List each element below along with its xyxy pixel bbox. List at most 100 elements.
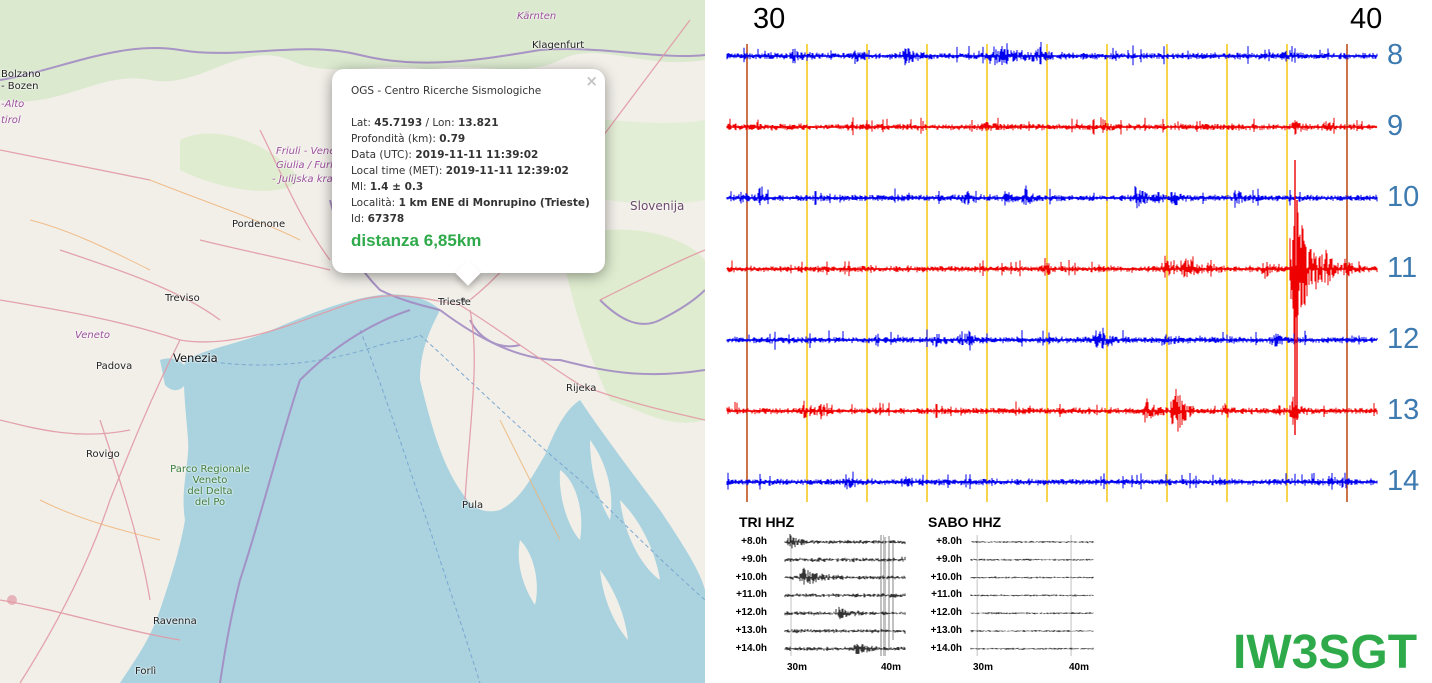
event-signal [1292, 160, 1298, 435]
map-label-alto: -Alto [1, 99, 25, 110]
mini-left-title: TRI HHZ [739, 514, 795, 530]
map-label-forli: Forlì [135, 666, 157, 677]
minute-label-left: 30 [753, 3, 786, 35]
hour-label-9: 9 [1387, 110, 1404, 142]
mini-tri-spikes [880, 535, 894, 656]
minute-label-right: 40 [1350, 3, 1383, 35]
map-label-friuli-3: - Julijska kra [272, 174, 333, 185]
popup-met: Local time (MET): 2019-11-11 12:39:02 [351, 163, 590, 179]
map-label-pula: Pula [462, 500, 484, 511]
hour-label-11: 11 [1387, 252, 1418, 284]
popup-depth-label: Profondità (km): [351, 133, 436, 145]
station-callsign: IW3SGT [1233, 626, 1418, 679]
popup-id-value: 67378 [367, 213, 405, 225]
mini-sabo-row-label: +9.0h [936, 553, 962, 565]
popup-body: OGS - Centro Ricerche Sismologiche Lat: … [351, 83, 590, 249]
map-label-bozen: - Bozen [1, 81, 39, 92]
map-label-park: Parco Regionale Veneto del Delta del Po [170, 464, 250, 508]
mini-sabo-trace [970, 612, 1094, 615]
mini-sabo-trace [971, 540, 1094, 544]
map-label-tirol: tirol [1, 115, 21, 126]
map-label-klagenfurt: Klagenfurt [532, 40, 585, 51]
map-label-park-line-2: Veneto [192, 475, 228, 486]
mini-right-axis-start: 30m [973, 662, 994, 673]
map-label-karnten: Kärnten [517, 11, 557, 22]
popup-ml-label: Ml: [351, 181, 367, 193]
map-label-rovigo: Rovigo [86, 449, 120, 460]
map-label-park-line-1: Parco Regionale [170, 464, 250, 475]
trace-hour-11 [726, 212, 1378, 344]
mini-tri-row-label: +10.0h [735, 571, 767, 583]
mini-tri-trace [784, 628, 906, 634]
mini-right-title: SABO HHZ [928, 514, 1002, 530]
map-label-veneto: Veneto [75, 330, 110, 341]
map-label-venezia: Venezia [173, 351, 218, 365]
mini-sabo-trace [970, 647, 1094, 650]
mini-left-axis-start: 30m [787, 662, 808, 673]
helicorder-panel: 30 40 8 9 10 11 12 13 14 TRI HHZ SABO HHZ +8.0… [705, 0, 1432, 683]
map-label-pordenone: Pordenone [232, 219, 286, 230]
mini-tri-row-label: +12.0h [735, 607, 767, 619]
map-label-slovenija: Slovenija [630, 199, 685, 213]
trace-hour-14 [726, 471, 1378, 490]
map-label-bolzano: Bolzano [1, 69, 41, 80]
popup-id-label: Id: [351, 213, 365, 225]
popup-lat: 45.7193 [374, 117, 423, 129]
helicorder-plot [726, 42, 1378, 656]
popup-lon: 13.821 [457, 117, 499, 129]
popup-id: Id: 67378 [351, 211, 590, 227]
map-label-park-line-3: del Delta [187, 486, 233, 497]
popup-met-value: 2019-11-11 12:39:02 [445, 165, 569, 177]
map-label-friuli-1: Friuli - Vene [276, 146, 336, 157]
popup-location-value: 1 km ENE di Monrupino (Trieste) [398, 197, 590, 209]
hour-label-10: 10 [1387, 181, 1420, 213]
earthquake-popup: × OGS - Centro Ricerche Sismologiche Lat… [332, 69, 605, 286]
hour-label-12: 12 [1387, 323, 1420, 355]
mini-tri-trace [784, 556, 906, 563]
map-label-treviso: Treviso [165, 293, 200, 304]
mini-sabo-trace [970, 594, 1094, 597]
popup-coords: Lat: 45.7193 / Lon: 13.821 [351, 115, 590, 131]
mini-tri-row-label: +9.0h [741, 553, 767, 565]
popup-location-label: Località: [351, 197, 396, 209]
popup-location: Località: 1 km ENE di Monrupino (Trieste… [351, 195, 590, 211]
popup-depth-value: 0.79 [439, 133, 466, 145]
map-label-padova: Padova [96, 361, 133, 372]
map-label-trieste: Trieste [438, 297, 471, 308]
trace-hour-10 [726, 185, 1378, 209]
map-label-park-line-4: del Po [194, 497, 226, 508]
popup-distance: distanza 6,85km [351, 231, 482, 250]
mini-tri-row-label: +8.0h [741, 536, 767, 547]
mini-sabo-row-label: +14.0h [930, 642, 962, 654]
trace-hour-12 [726, 327, 1378, 351]
mini-tri-row-label: +13.0h [735, 625, 767, 636]
mini-left-axis-end: 40m [881, 662, 902, 673]
trace-hour-9 [726, 117, 1378, 136]
popup-ml: Ml: 1.4 ± 0.3 [351, 179, 590, 195]
popup-met-label: Local time (MET): [351, 165, 443, 177]
popup-ml-value: 1.4 ± 0.3 [369, 181, 424, 193]
hour-label-13: 13 [1387, 394, 1420, 426]
mini-sabo-trace [970, 576, 1094, 579]
map-label-rijeka: Rijeka [566, 383, 597, 394]
popup-utc: Data (UTC): 2019-11-11 11:39:02 [351, 147, 590, 163]
mini-tri-trace [784, 593, 906, 598]
mini-tri-trace [784, 534, 906, 549]
mini-sabo-trace [970, 629, 1094, 633]
mini-sabo-trace [970, 558, 1094, 561]
mini-tri-trace [784, 606, 906, 620]
popup-lat-label: Lat: [351, 117, 371, 129]
popup-depth: Profondità (km): 0.79 [351, 131, 590, 147]
map-label-friuli-2: Giulia / Furla [276, 160, 339, 171]
map-panel[interactable]: Kärnten Klagenfurt Bolzano - Bozen -Alto… [0, 0, 705, 683]
mini-sabo-row-label: +8.0h [936, 536, 962, 547]
popup-close-button[interactable]: × [585, 72, 598, 90]
hour-label-14: 14 [1387, 465, 1420, 497]
mini-tri-row-label: +14.0h [735, 642, 767, 654]
mini-tri-trace [784, 643, 906, 654]
popup-lon-label: / Lon: [425, 117, 455, 129]
popup-utc-value: 2019-11-11 11:39:02 [415, 149, 539, 161]
mini-sabo-row-label: +12.0h [930, 607, 962, 619]
mini-sabo-row-label: +10.0h [930, 571, 962, 583]
mini-tri-trace [784, 567, 906, 585]
